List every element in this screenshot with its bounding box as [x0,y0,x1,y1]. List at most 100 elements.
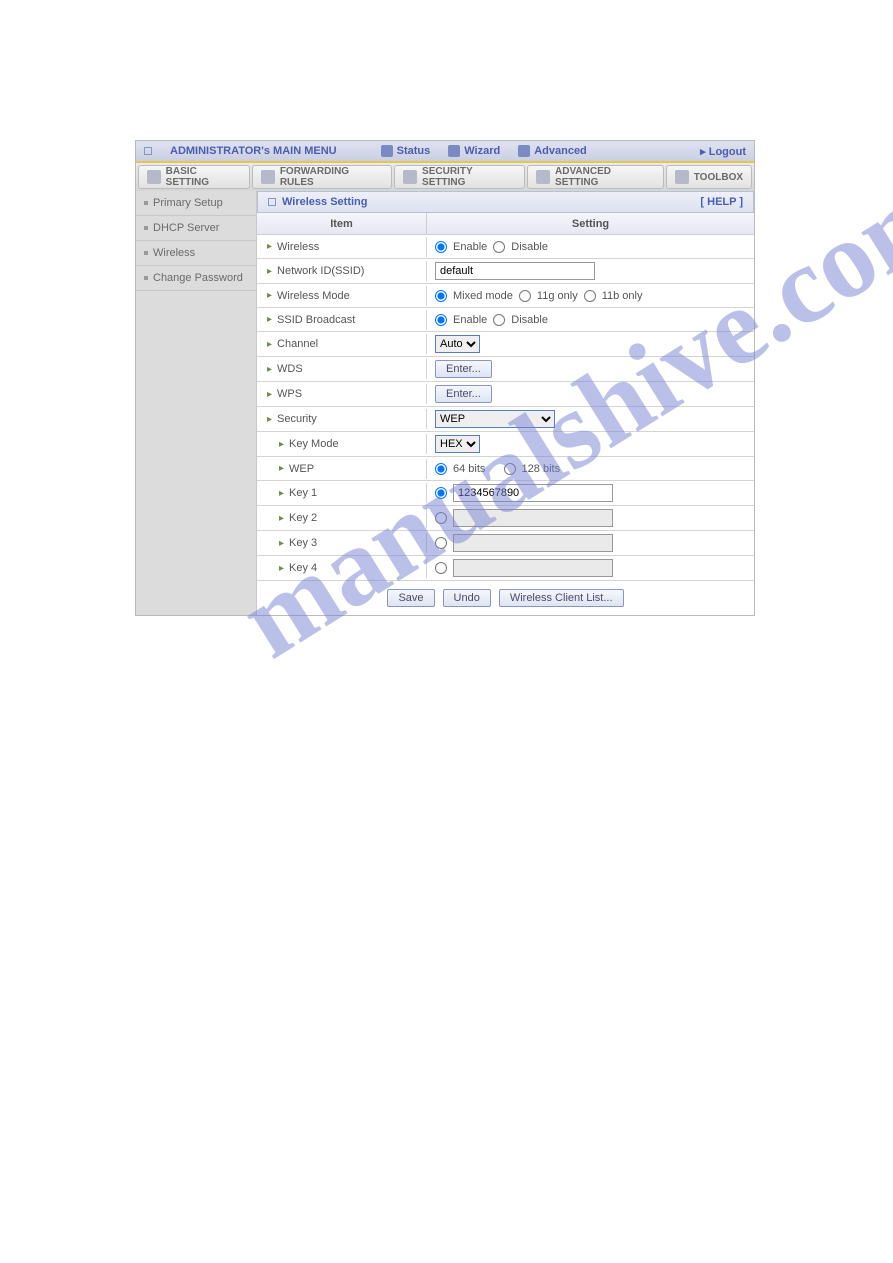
tab-label: SECURITY SETTING [422,166,516,188]
wizard-icon [448,145,460,157]
main-title: ADMINISTRATOR's MAIN MENU [170,145,337,157]
tab-toolbox[interactable]: TOOLBOX [666,165,752,189]
ssid-input[interactable] [435,262,595,280]
tab-forwarding-rules[interactable]: FORWARDING RULES [252,165,392,189]
panel-icon [268,198,276,206]
help-link[interactable]: [ HELP ] [700,196,743,208]
broadcast-enable-radio[interactable] [435,314,447,326]
keymode-select[interactable]: HEX [435,435,480,453]
advanced-link[interactable]: Advanced [518,145,587,157]
panel-title: Wireless Setting [282,196,367,208]
table-header: Item Setting [257,213,754,235]
row-wep: ▸WEP 64 bits 128 bits [257,457,754,481]
wireless-client-list-button[interactable]: Wireless Client List... [499,589,624,607]
mode-11b-radio[interactable] [584,290,596,302]
wep-128-radio[interactable] [504,463,516,475]
label: Wireless Mode [277,290,350,302]
toolbox-icon [675,170,689,184]
basic-setting-icon [147,170,161,184]
key1-radio[interactable] [435,487,447,499]
tab-advanced-setting[interactable]: ADVANCED SETTING [527,165,663,189]
opt-label: 11g only [537,290,578,302]
key1-input[interactable] [453,484,613,502]
sidebar-item-primary-setup[interactable]: Primary Setup [136,191,256,216]
sidebar-item-change-password[interactable]: Change Password [136,266,256,291]
advanced-setting-icon [536,170,550,184]
sidebar-item-dhcp-server[interactable]: DHCP Server [136,216,256,241]
row-security: ▸Security WEP [257,407,754,432]
tab-label: ADVANCED SETTING [555,166,655,188]
wireless-disable-radio[interactable] [493,241,505,253]
key3-radio[interactable] [435,537,447,549]
label: Channel [277,338,318,350]
broadcast-disable-radio[interactable] [493,314,505,326]
top-menu-bar: ADMINISTRATOR's MAIN MENU Status Wizard … [136,141,754,163]
wep-64-radio[interactable] [435,463,447,475]
security-select[interactable]: WEP [435,410,555,428]
tab-label: FORWARDING RULES [280,166,384,188]
label: SSID Broadcast [277,314,355,326]
wds-enter-button[interactable]: Enter... [435,360,492,378]
undo-button[interactable]: Undo [443,589,491,607]
row-wireless-mode: ▸Wireless Mode Mixed mode 11g only 11b o… [257,284,754,308]
row-wps: ▸ WPS Enter... [257,382,754,407]
opt-label: 11b only [602,290,643,302]
row-wireless: ▸Wireless Enable Disable [257,235,754,259]
status-icon [381,145,393,157]
wireless-enable-radio[interactable] [435,241,447,253]
arrow-icon: ▸ [279,463,284,474]
opt-label: 128 bits [522,463,561,475]
col-item: Item [257,213,427,234]
col-setting: Setting [427,213,754,234]
wps-enter-button[interactable]: Enter... [435,385,492,403]
advanced-label: Advanced [534,145,587,157]
channel-select[interactable]: Auto [435,335,480,353]
sidebar-item-wireless[interactable]: Wireless [136,241,256,266]
status-label: Status [397,145,431,157]
arrow-icon: ▸ [267,266,272,277]
label: Key 3 [289,537,317,549]
row-channel: ▸ Channel Auto [257,332,754,357]
arrow-icon: ▸ [267,339,272,350]
tab-basic-setting[interactable]: BASIC SETTING [138,165,250,189]
label: WPS [277,388,302,400]
sidebar-label: DHCP Server [153,222,219,234]
row-ssid: ▸Network ID(SSID) [257,259,754,284]
wizard-label: Wizard [464,145,500,157]
label: Key 4 [289,562,317,574]
sidebar-label: Primary Setup [153,197,223,209]
label: WDS [277,363,303,375]
panel-header: Wireless Setting [ HELP ] [257,191,754,213]
sidebar-label: Change Password [153,272,243,284]
opt-label: Enable [453,314,487,326]
footer-buttons: Save Undo Wireless Client List... [257,581,754,615]
arrow-icon: ▸ [267,389,272,400]
arrow-icon: ▸ [279,563,284,574]
menu-icon [144,147,152,155]
logout-link[interactable]: ▸ Logout [700,145,746,158]
key2-radio[interactable] [435,512,447,524]
row-ssid-broadcast: ▸SSID Broadcast Enable Disable [257,308,754,332]
mode-mixed-radio[interactable] [435,290,447,302]
status-link[interactable]: Status [381,145,431,157]
key4-radio[interactable] [435,562,447,574]
logout-label: Logout [709,146,746,158]
label: Key 1 [289,487,317,499]
sidebar: Primary Setup DHCP Server Wireless Chang… [136,191,256,615]
save-button[interactable]: Save [387,589,434,607]
row-key4: ▸ Key 4 [257,556,754,581]
key3-input[interactable] [453,534,613,552]
label: Key 2 [289,512,317,524]
opt-label: 64 bits [453,463,485,475]
key2-input[interactable] [453,509,613,527]
sidebar-label: Wireless [153,247,195,259]
app-window: ADMINISTRATOR's MAIN MENU Status Wizard … [135,140,755,616]
mode-11g-radio[interactable] [519,290,531,302]
opt-label: Disable [511,314,548,326]
security-icon [403,170,417,184]
arrow-icon: ▸ [267,364,272,375]
label: Key Mode [289,438,339,450]
tab-security-setting[interactable]: SECURITY SETTING [394,165,525,189]
wizard-link[interactable]: Wizard [448,145,500,157]
key4-input[interactable] [453,559,613,577]
